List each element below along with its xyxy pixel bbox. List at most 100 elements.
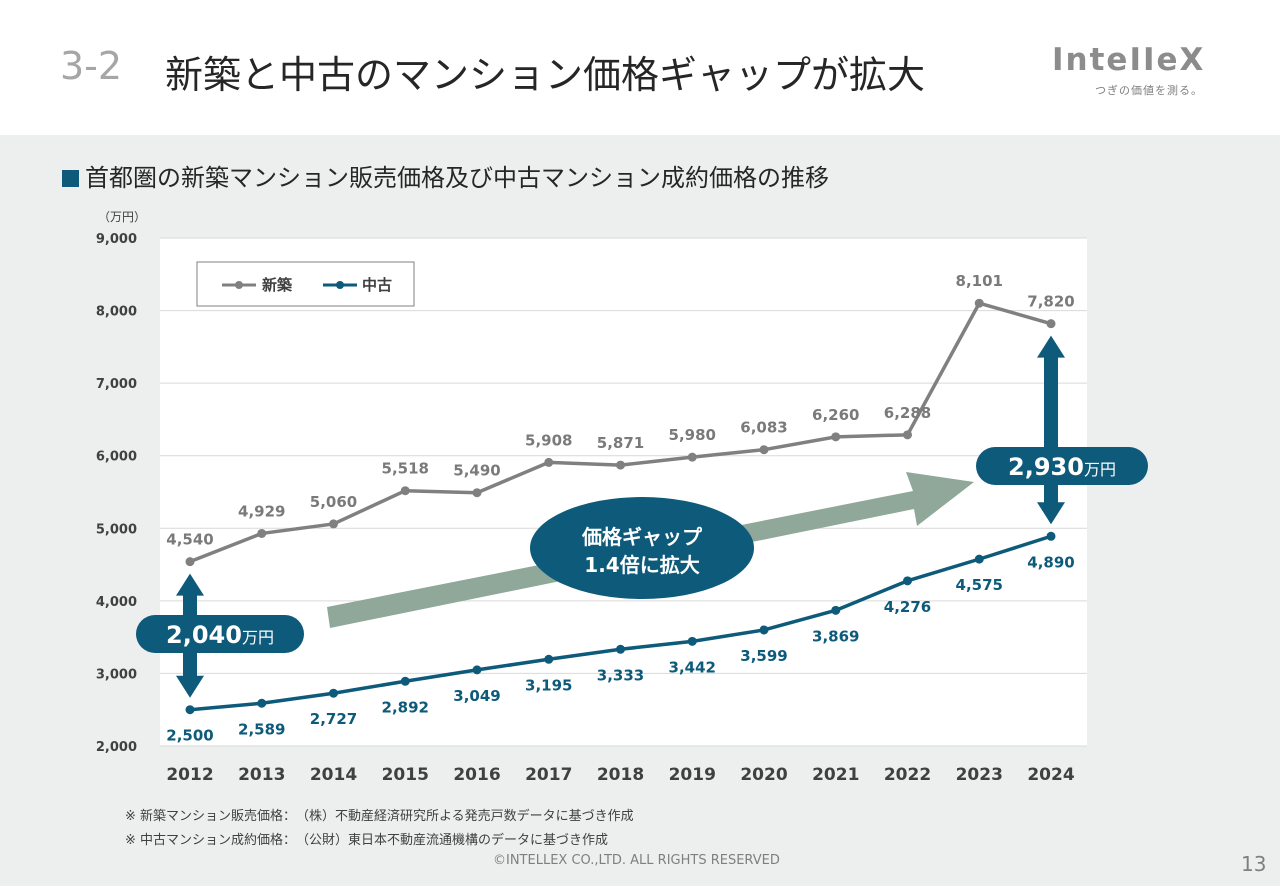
data-point-new [329,519,338,529]
data-label-used: 3,599 [740,647,787,665]
intellex-logo: InteIIeX [1052,42,1206,78]
data-label-used: 3,195 [525,676,572,694]
data-point-used [831,605,841,615]
data-label-used: 4,575 [956,576,1003,594]
data-label-used: 3,333 [597,666,644,684]
section-number: 3-2 [60,44,123,88]
gap-callout-2012-box [136,615,304,653]
data-label-new: 7,820 [1027,293,1074,311]
data-point-used [903,576,912,586]
gap-callout-2024-unit: 万円 [1084,460,1116,479]
data-point-new [472,488,482,498]
x-tick-label: 2017 [525,765,572,785]
data-label-new: 5,908 [525,431,572,449]
x-tick-label: 2014 [310,765,357,785]
x-tick-label: 2022 [884,765,931,785]
x-tick-label: 2024 [1027,765,1074,785]
data-label-new: 5,518 [382,460,429,478]
data-point-new [185,557,195,567]
data-label-used: 4,890 [1027,553,1074,571]
x-tick-label: 2018 [597,765,644,785]
y-tick-label: 9,000 [96,232,137,247]
gap-callout-2024-text: 2,930万円 [1008,453,1116,481]
x-tick-label: 2016 [453,765,500,785]
data-label-new: 5,490 [453,462,500,480]
data-point-new [257,528,267,538]
gap-callout-2012-unit: 万円 [242,628,274,647]
data-label-new: 5,060 [310,493,357,511]
data-point-new [974,298,984,308]
data-point-new [616,460,625,470]
y-tick-label: 2,000 [96,740,137,755]
data-label-used: 3,442 [669,658,716,676]
data-point-used [472,665,482,675]
legend-marker-new [235,281,243,289]
y-tick-label: 6,000 [96,450,137,465]
data-point-new [687,452,697,462]
y-tick-label: 4,000 [96,595,137,610]
gap-callout-2012-text: 2,040万円 [166,621,274,649]
data-label-used: 2,500 [166,727,213,745]
slide-title: 新築と中古のマンション価格ギャップが拡大 [165,53,926,97]
square-bullet-icon [62,170,79,187]
data-label-used: 3,869 [812,627,859,645]
data-label-new: 4,540 [166,531,213,549]
data-point-used [257,698,267,708]
data-point-new [1046,319,1056,329]
y-tick-label: 3,000 [96,667,137,682]
chart-subtitle: 首都圏の新築マンション販売価格及び中古マンション成約価格の推移 [62,158,829,193]
x-tick-label: 2012 [166,765,213,785]
gap-callout-2012-value: 2,040 [166,621,242,649]
x-tick-label: 2015 [382,765,429,785]
data-point-used [759,625,769,635]
data-label-used: 4,276 [884,598,931,616]
x-tick-label: 2021 [812,765,859,785]
x-tick-label: 2019 [669,765,716,785]
legend-marker-used [336,281,344,289]
footnote-new: ※ 新築マンション販売価格： （株）不動産経済研究所よる発売戸数データに基づき作… [125,809,634,824]
y-tick-label: 8,000 [96,305,137,320]
data-point-new [831,432,841,442]
y-unit-label: （万円） [98,210,146,224]
data-label-new: 8,101 [956,272,1003,290]
x-tick-label: 2013 [238,765,285,785]
data-point-used [329,688,338,698]
data-point-used [400,676,410,686]
gap-bubble [530,497,754,599]
data-label-used: 3,049 [453,687,500,705]
data-label-new: 6,083 [740,419,787,437]
logo-tagline: つぎの価値を測る。 [1095,84,1203,97]
data-point-new [903,430,912,440]
copyright: ©INTELLEX CO.,LTD. ALL RIGHTS RESERVED [493,853,780,868]
data-point-used [974,554,984,564]
x-tick-label: 2020 [740,765,787,785]
gap-callout-2024-value: 2,930 [1008,453,1084,481]
data-point-used [544,654,554,664]
slide-header: 3-2 新築と中古のマンション価格ギャップが拡大 InteIIeX つぎの価値を… [0,0,1280,135]
data-point-used [616,644,625,654]
data-label-used: 2,727 [310,710,357,728]
y-tick-label: 5,000 [96,522,137,537]
footnote-used: ※ 中古マンション成約価格： （公財）東日本不動産流通機構のデータに基づき作成 [125,833,609,848]
data-label-new: 6,260 [812,406,859,424]
data-label-new: 5,980 [669,426,716,444]
gap-bubble-line2: 1.4倍に拡大 [584,553,699,577]
data-label-new: 5,871 [597,434,644,452]
data-point-used [687,636,697,646]
x-tick-label: 2023 [956,765,1003,785]
data-label-used: 2,589 [238,720,285,738]
data-label-new: 6,288 [884,404,931,422]
legend-label-used: 中古 [362,276,392,294]
chart-subtitle-text: 首都圏の新築マンション販売価格及び中古マンション成約価格の推移 [85,164,829,192]
data-point-used [185,705,195,715]
data-point-new [544,457,554,467]
data-point-used [1046,531,1056,541]
data-label-used: 2,892 [382,698,429,716]
data-point-new [400,486,410,496]
legend-label-new: 新築 [262,276,293,294]
data-point-new [759,445,769,455]
data-label-new: 4,929 [238,502,285,520]
page-number: 13 [1241,852,1267,876]
gap-callout-2024-box [976,447,1148,485]
